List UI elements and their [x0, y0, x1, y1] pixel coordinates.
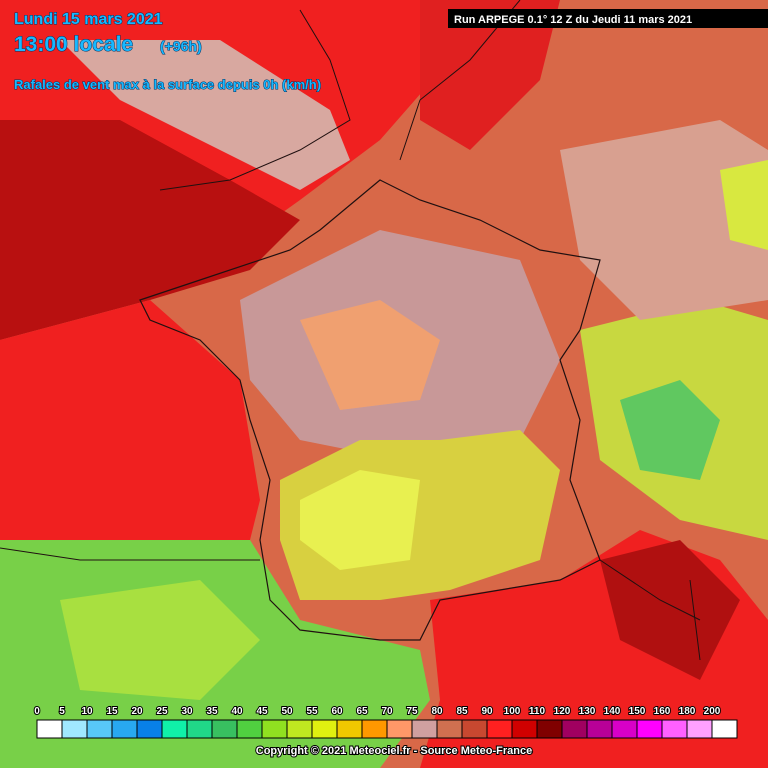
france-border — [139, 179, 601, 641]
legend-label: 20 — [131, 706, 143, 717]
legend-swatch — [136, 719, 163, 739]
legend-swatch — [111, 719, 138, 739]
legend-label: 30 — [181, 706, 193, 717]
legend-swatch — [386, 719, 413, 739]
wind-field-center — [300, 300, 440, 410]
run-info: Run ARPEGE 0.1° 12 Z du Jeudi 11 mars 20… — [454, 14, 692, 26]
legend-swatch — [636, 719, 663, 739]
wind-field-spain-light — [60, 580, 260, 700]
legend-swatch — [286, 719, 313, 739]
legend-swatch — [586, 719, 613, 739]
legend-label: 65 — [356, 706, 368, 717]
forecast-lead: (+96h) — [160, 38, 202, 54]
legend-label: 60 — [331, 706, 343, 717]
legend-label: 85 — [456, 706, 468, 717]
legend-label: 35 — [206, 706, 218, 717]
legend-swatch — [311, 719, 338, 739]
legend-label: 40 — [231, 706, 243, 717]
legend-label: 100 — [504, 706, 521, 717]
legend-swatch — [336, 719, 363, 739]
legend-label: 130 — [579, 706, 596, 717]
legend-label: 160 — [654, 706, 671, 717]
legend-label: 5 — [59, 706, 65, 717]
legend-label: 200 — [704, 706, 721, 717]
legend-label: 140 — [604, 706, 621, 717]
legend-label: 55 — [306, 706, 318, 717]
legend-label: 90 — [481, 706, 493, 717]
run-box — [448, 9, 768, 28]
legend-swatch — [86, 719, 113, 739]
legend-swatch — [186, 719, 213, 739]
legend-swatch — [361, 719, 388, 739]
wind-field-north-sea — [420, 0, 560, 150]
legend-label: 110 — [529, 706, 546, 717]
legend-swatch — [536, 719, 563, 739]
legend-swatch — [561, 719, 588, 739]
legend-label: 120 — [554, 706, 571, 717]
wind-field-britain — [60, 40, 350, 190]
parameter-name: Rafales de vent max à la surface depuis … — [14, 77, 321, 92]
legend-label: 10 — [81, 706, 93, 717]
legend-label: 0 — [34, 706, 40, 717]
forecast-time: 13:00 locale — [14, 33, 133, 56]
legend-label: 180 — [679, 706, 696, 717]
legend-swatch — [161, 719, 188, 739]
legend-swatch — [511, 719, 538, 739]
legend-swatch — [236, 719, 263, 739]
legend-label: 25 — [156, 706, 168, 717]
wind-field-med-dark — [600, 540, 740, 680]
legend-swatch — [711, 719, 738, 739]
legend-swatch — [661, 719, 688, 739]
legend-label: 15 — [106, 706, 118, 717]
wind-field-dark-red — [0, 120, 300, 340]
legend-swatch — [461, 719, 488, 739]
legend-swatch — [61, 719, 88, 739]
legend-swatch — [36, 719, 63, 739]
legend-swatch — [211, 719, 238, 739]
legend-label: 80 — [431, 706, 443, 717]
legend-label: 45 — [256, 706, 268, 717]
legend-label: 70 — [381, 706, 393, 717]
legend-label: 50 — [281, 706, 293, 717]
legend-swatch — [611, 719, 638, 739]
legend-swatch — [686, 719, 713, 739]
wind-field-yellow — [300, 470, 420, 570]
legend-label: 150 — [629, 706, 646, 717]
legend: 0 5 10 15 20 25 30 35 40 45 50 55 60 65 70 75 80 85 90 100 1… — [33, 705, 738, 739]
legend-swatch — [261, 719, 288, 739]
legend-swatch — [486, 719, 513, 739]
copyright: Copyright © 2021 Meteociel.fr - Source M… — [256, 745, 532, 757]
forecast-date: Lundi 15 mars 2021 — [14, 11, 163, 28]
wind-field-atlantic — [0, 300, 260, 540]
legend-swatch — [411, 719, 438, 739]
wind-field-east — [720, 160, 768, 250]
wind-field-germany — [560, 120, 768, 320]
wind-field-alps-green — [620, 380, 720, 480]
legend-label: 75 — [406, 706, 418, 717]
coastlines — [0, 0, 701, 661]
legend-swatch — [436, 719, 463, 739]
